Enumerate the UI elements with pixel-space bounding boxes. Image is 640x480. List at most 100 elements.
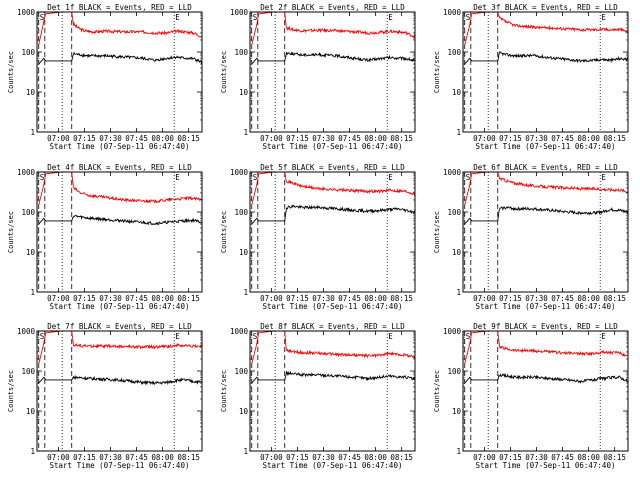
lld-series-line [464,331,628,365]
panel-frame [249,11,416,133]
x-tick-label: 07:15 [73,294,96,303]
marker-label-e: E [601,332,606,341]
marker-label-e: E [601,13,606,22]
panel-plot-area [38,12,202,132]
y-tick-label: 1 [456,288,461,297]
x-tick-label: 07:15 [499,294,522,303]
x-tick-label: 07:00 [47,134,70,143]
y-tick-label: 100 [234,48,248,57]
events-series-line [38,214,202,226]
events-series-line [38,374,202,386]
x-tick-label: 07:15 [286,453,309,462]
panel-frame [249,171,416,293]
lld-series-line [38,12,202,46]
marker-label-s: S [466,13,471,22]
y-tick-label: 10 [452,407,462,416]
x-axis-label: Start Time (07-Sep-11 06:47:40) [263,461,403,470]
y-tick-label: 1 [30,288,35,297]
x-tick-label: 07:45 [125,294,148,303]
panel-frame [249,330,416,452]
x-tick-label: 07:00 [260,294,283,303]
marker-label-s: S [40,332,45,341]
y-tick-label: 1000 [230,327,249,336]
x-tick-label: 07:45 [338,294,361,303]
lld-series-line [251,12,415,46]
marker-label-e: E [388,332,393,341]
y-tick-label: 10 [239,248,249,257]
panel-plot-area [251,172,415,292]
x-tick-label: 08:15 [177,453,200,462]
marker-label-s: S [40,13,45,22]
y-tick-label: 10 [452,88,462,97]
panel-frame [36,330,203,452]
x-tick-label: 08:15 [390,453,413,462]
y-tick-label: 1 [30,128,35,137]
x-tick-label: 07:30 [525,453,548,462]
y-tick-label: 100 [21,367,35,376]
x-tick-label: 07:45 [551,294,574,303]
marker-label-e: E [175,173,180,182]
y-tick-label: 1 [456,128,461,137]
panel-title: Det 2f BLACK = Events, RED = LLD [260,3,405,12]
marker-label-s: S [253,173,258,182]
x-tick-label: 07:45 [551,453,574,462]
y-tick-label: 100 [234,208,248,217]
x-tick-label: 07:45 [338,134,361,143]
panel-plot-area [464,331,628,451]
x-tick-label: 07:15 [499,453,522,462]
y-tick-label: 100 [447,48,461,57]
marker-label-e: E [388,173,393,182]
panel-frame [462,330,629,452]
y-tick-label: 1 [243,288,248,297]
y-tick-label: 10 [26,407,36,416]
panel-plot-area [251,12,415,132]
events-series-line [251,204,415,225]
y-tick-label: 1000 [17,327,36,336]
y-axis-label: Counts/sec [7,51,15,93]
x-tick-label: 07:00 [260,453,283,462]
y-tick-label: 1000 [17,168,36,177]
x-tick-label: 07:00 [260,134,283,143]
marker-label-e: E [175,13,180,22]
marker-label-s: S [466,173,471,182]
x-tick-label: 07:00 [473,453,496,462]
y-tick-label: 100 [21,48,35,57]
y-tick-label: 10 [239,88,249,97]
y-axis-label: Counts/sec [220,211,228,253]
x-tick-label: 07:30 [525,134,548,143]
y-axis-label: Counts/sec [433,370,441,412]
panel-plot-area [464,172,628,292]
y-tick-label: 1 [243,447,248,456]
y-tick-label: 1000 [443,8,462,17]
panel-plot-area [251,331,415,451]
x-tick-label: 07:30 [99,453,122,462]
x-tick-label: 08:00 [151,453,174,462]
x-tick-label: 08:00 [364,294,387,303]
x-tick-label: 08:15 [390,294,413,303]
lld-series-line [464,12,628,46]
x-tick-label: 08:15 [603,453,626,462]
x-tick-label: 08:15 [390,134,413,143]
x-tick-label: 08:15 [177,134,200,143]
lld-series-line [464,172,628,206]
x-tick-label: 07:30 [312,453,335,462]
x-axis-label: Start Time (07-Sep-11 06:47:40) [50,461,190,470]
panel-title: Det 4f BLACK = Events, RED = LLD [47,163,192,172]
x-tick-label: 07:00 [47,294,70,303]
panel-title: Det 1f BLACK = Events, RED = LLD [47,3,192,12]
panel-title: Det 6f BLACK = Events, RED = LLD [473,163,618,172]
y-tick-label: 100 [447,208,461,217]
marker-label-e: E [175,332,180,341]
x-tick-label: 08:00 [364,134,387,143]
x-tick-label: 07:30 [99,134,122,143]
y-axis-label: Counts/sec [433,211,441,253]
panel-title: Det 8f BLACK = Events, RED = LLD [260,322,405,331]
panel-frame [36,11,203,133]
